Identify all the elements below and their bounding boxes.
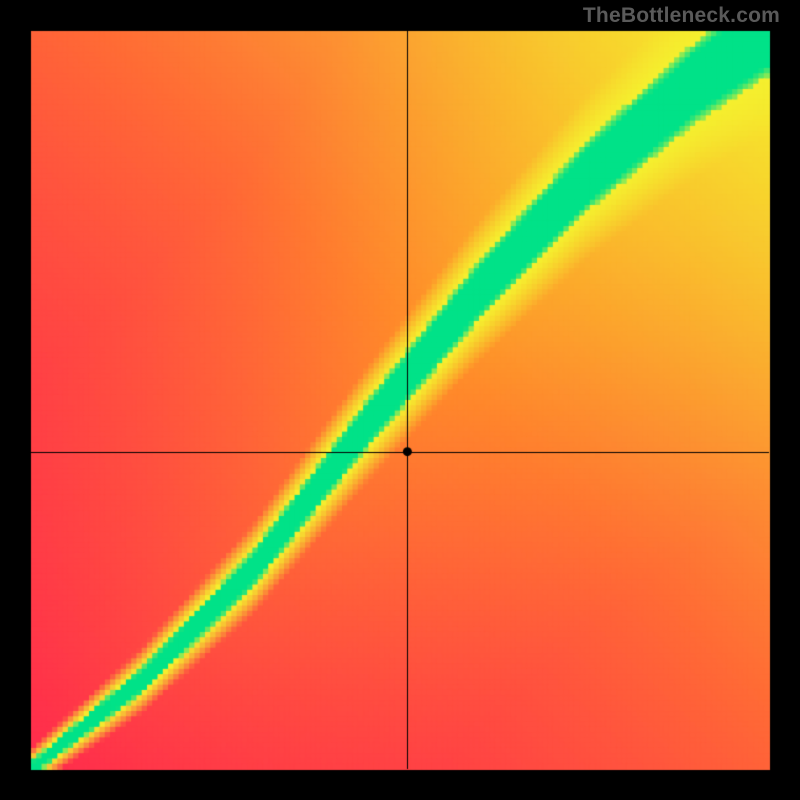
chart-container: TheBottleneck.com: [0, 0, 800, 800]
watermark-text: TheBottleneck.com: [583, 4, 780, 28]
bottleneck-heatmap: [0, 0, 800, 800]
